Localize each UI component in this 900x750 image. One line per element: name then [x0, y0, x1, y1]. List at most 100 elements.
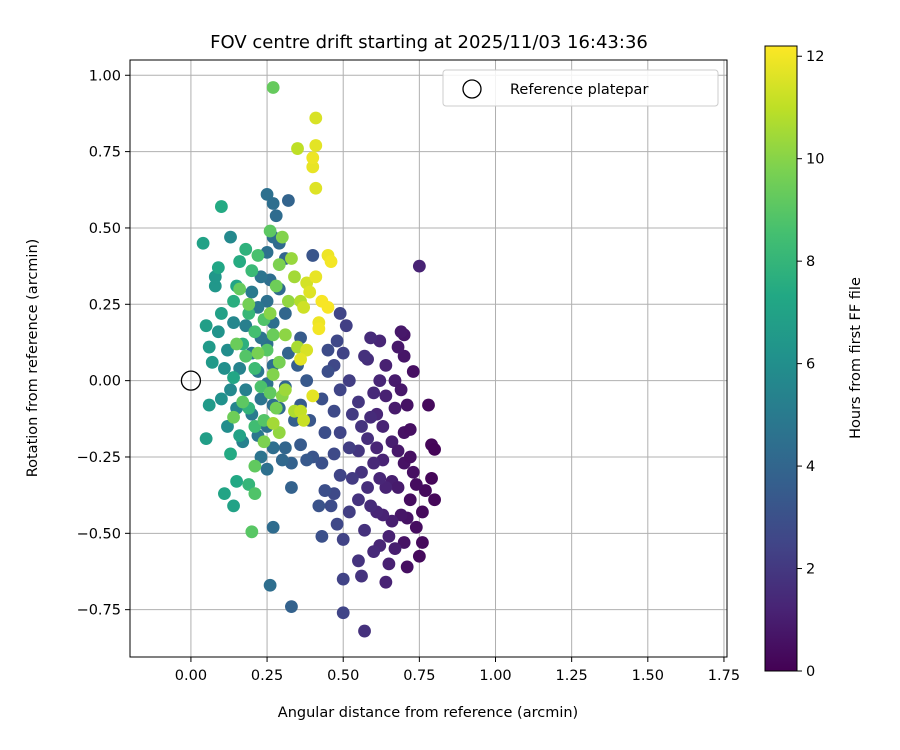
data-point: [245, 525, 259, 539]
data-point: [230, 475, 244, 488]
data-point: [333, 307, 347, 320]
data-point: [318, 426, 332, 439]
data-point: [321, 365, 335, 378]
data-point: [285, 252, 298, 265]
data-point: [224, 383, 237, 397]
colorbar-label: Hours from first FF file: [848, 277, 864, 439]
data-point: [251, 346, 265, 360]
data-point: [233, 255, 247, 268]
data-point: [336, 572, 350, 586]
data-point: [306, 249, 320, 262]
data-point: [352, 554, 365, 568]
data-point: [364, 499, 378, 513]
data-point: [285, 600, 298, 614]
data-point: [355, 465, 368, 479]
data-point: [379, 358, 393, 372]
colorbar-tick-label: 4: [806, 459, 815, 475]
data-point: [294, 438, 307, 452]
colorbar-tick-label: 0: [806, 664, 815, 680]
data-point: [248, 362, 262, 375]
data-point: [373, 471, 387, 485]
data-point: [309, 270, 323, 284]
data-point: [388, 374, 402, 388]
data-point: [400, 398, 414, 412]
data-point: [379, 575, 393, 589]
data-point: [409, 478, 423, 491]
data-point: [211, 325, 225, 339]
plot-frame: [129, 59, 728, 658]
data-point: [330, 517, 344, 531]
data-point: [218, 362, 231, 375]
data-point: [278, 383, 292, 397]
data-point: [275, 230, 289, 244]
data-point: [309, 181, 323, 195]
data-point: [281, 194, 295, 207]
data-point: [412, 259, 426, 273]
data-point: [248, 325, 262, 339]
data-point: [291, 142, 304, 155]
data-point: [422, 398, 435, 412]
data-point: [208, 279, 222, 293]
y-tick-label: 0.25: [89, 297, 121, 313]
data-point: [312, 322, 326, 336]
data-point: [254, 392, 268, 406]
data-point: [397, 536, 411, 549]
data-point: [391, 444, 405, 458]
data-point: [263, 578, 277, 592]
data-point: [233, 429, 247, 443]
data-point: [391, 481, 405, 494]
data-point: [324, 499, 338, 513]
data-point: [245, 264, 259, 278]
y-axis-label: Rotation from reference (arcmin): [25, 239, 41, 478]
data-point: [385, 435, 399, 449]
y-tick-label: 0.00: [89, 374, 121, 390]
data-point: [221, 420, 234, 433]
colorbar-tick-label: 12: [806, 49, 824, 65]
data-point: [364, 410, 378, 424]
data-point: [379, 481, 393, 494]
data-point: [312, 499, 326, 513]
data-point: [345, 407, 359, 421]
data-point: [248, 459, 262, 473]
data-point: [367, 456, 381, 470]
data-point: [370, 441, 384, 455]
colorbar-tick-label: 6: [806, 357, 815, 373]
data-point: [355, 569, 368, 583]
x-tick-label: 1.25: [556, 668, 588, 684]
chart-title: FOV centre drift starting at 2025/11/03 …: [210, 32, 648, 53]
data-point: [224, 447, 237, 461]
data-point: [266, 197, 280, 210]
x-tick-label: 0.75: [403, 668, 435, 684]
legend-entry-reference: Reference platepar: [510, 82, 648, 98]
data-point: [266, 81, 280, 94]
data-point: [199, 432, 213, 446]
data-point: [409, 520, 423, 534]
data-point: [272, 355, 286, 369]
x-axis-label: Angular distance from reference (arcmin): [278, 705, 578, 721]
data-point: [352, 493, 365, 507]
data-point: [266, 441, 280, 455]
data-point: [281, 294, 295, 308]
data-point: [403, 493, 417, 507]
data-point: [406, 465, 420, 479]
data-point: [297, 300, 311, 314]
data-point: [318, 484, 332, 497]
data-point: [202, 398, 216, 412]
data-point: [269, 401, 283, 415]
legend-marker-icon: [462, 79, 482, 99]
data-point: [324, 255, 338, 268]
data-point: [333, 383, 347, 397]
data-point: [382, 557, 396, 571]
data-point: [230, 337, 244, 351]
data-point: [248, 487, 262, 501]
data-point: [278, 441, 292, 455]
data-point: [281, 346, 295, 360]
data-point: [227, 499, 240, 513]
colorbar-tick-label: 8: [806, 254, 815, 270]
data-point: [321, 343, 335, 357]
data-point: [306, 389, 320, 403]
data-point: [218, 487, 231, 501]
data-point: [394, 508, 408, 522]
data-point: [251, 249, 265, 262]
data-point: [278, 307, 292, 320]
